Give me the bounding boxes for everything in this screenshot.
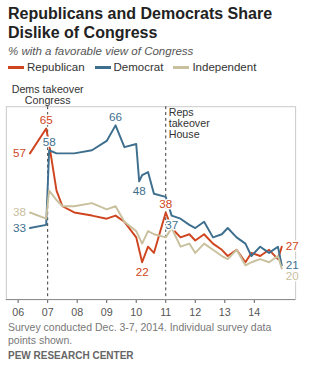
html-text:Republican: Republican xyxy=(27,61,85,73)
svg-text:07: 07 xyxy=(42,306,54,318)
html-text:Survey conducted Dec. 3-7, 201: Survey conducted Dec. 3-7, 2014. Individ… xyxy=(8,320,272,346)
svg-text:38: 38 xyxy=(13,205,26,218)
svg-text:65: 65 xyxy=(40,113,53,126)
svg-text:27: 27 xyxy=(286,239,299,252)
svg-text:38: 38 xyxy=(159,197,172,210)
svg-text:RepstakeoverHouse: RepstakeoverHouse xyxy=(169,106,210,139)
svg-text:10: 10 xyxy=(130,306,142,318)
svg-text:22: 22 xyxy=(136,265,149,278)
svg-text:13: 13 xyxy=(219,306,231,318)
html-text:PEW RESEARCH CENTER: PEW RESEARCH CENTER xyxy=(8,349,134,361)
svg-text:66: 66 xyxy=(109,110,122,123)
html-text:Republicans and Democrats Shar: Republicans and Democrats Share Dislike … xyxy=(8,5,273,41)
html-text:Democrat: Democrat xyxy=(113,61,164,73)
svg-text:21: 21 xyxy=(285,258,299,272)
html-text:% with a favorable view of Con: % with a favorable view of Congress xyxy=(8,45,194,57)
svg-text:57: 57 xyxy=(13,146,26,159)
svg-text:08: 08 xyxy=(71,306,83,318)
svg-text:14: 14 xyxy=(248,306,260,318)
svg-text:06: 06 xyxy=(12,306,24,318)
svg-text:33: 33 xyxy=(13,221,26,234)
svg-text:37: 37 xyxy=(165,218,178,231)
svg-text:Dems takeoverCongress: Dems takeoverCongress xyxy=(12,83,84,106)
svg-text:20: 20 xyxy=(286,269,299,282)
svg-text:58: 58 xyxy=(43,135,56,148)
svg-text:09: 09 xyxy=(101,306,113,318)
html-text:Independent: Independent xyxy=(192,61,257,73)
svg-text:11: 11 xyxy=(160,306,171,318)
svg-text:48: 48 xyxy=(133,184,146,197)
svg-text:12: 12 xyxy=(189,306,201,318)
